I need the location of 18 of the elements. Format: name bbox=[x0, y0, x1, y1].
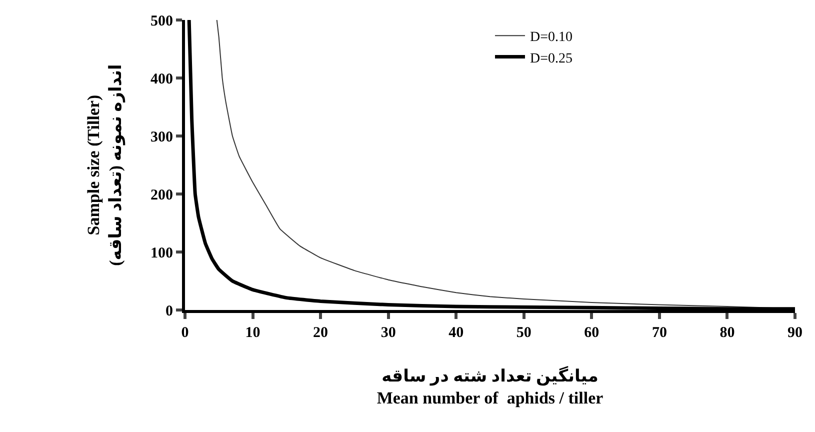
y-tick-label: 400 bbox=[150, 71, 173, 88]
y-tick-label: 500 bbox=[150, 13, 173, 30]
x-tick-label: 90 bbox=[788, 325, 802, 341]
x-tick-label: 30 bbox=[380, 325, 396, 341]
x-tick-label: 70 bbox=[652, 325, 667, 341]
y-tick-label: 200 bbox=[150, 187, 173, 204]
y-tick-label: 300 bbox=[150, 129, 173, 146]
x-tick-label: 10 bbox=[245, 325, 260, 341]
x-tick-label: 20 bbox=[313, 325, 328, 341]
x-tick-label: 40 bbox=[448, 325, 464, 341]
x-tick-label: 50 bbox=[516, 325, 532, 341]
x-tick-label: 0 bbox=[181, 325, 189, 341]
y-tick-label: 0 bbox=[166, 303, 173, 320]
legend-label: D=0.10 bbox=[530, 30, 573, 46]
y-tick-label: 100 bbox=[150, 245, 173, 262]
legend-label: D=0.25 bbox=[530, 51, 573, 66]
x-tick-label: 80 bbox=[720, 325, 735, 341]
x-tick-label: 60 bbox=[584, 325, 600, 341]
